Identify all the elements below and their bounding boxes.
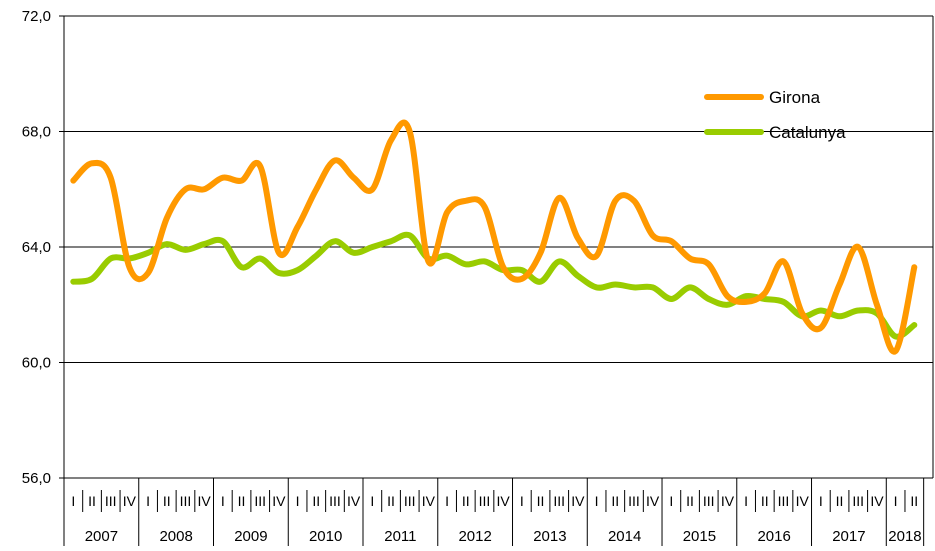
quarter-label: II [387, 493, 395, 509]
quarter-label: II [537, 493, 545, 509]
quarter-label: I [221, 493, 225, 509]
series-layer [70, 119, 918, 355]
quarter-label: II [163, 493, 171, 509]
quarter-label: I [520, 493, 524, 509]
quarter-label: I [595, 493, 599, 509]
year-label: 2014 [608, 528, 641, 545]
quarter-label: III [628, 493, 640, 509]
quarter-label: IV [272, 493, 286, 509]
quarter-label: IV [347, 493, 361, 509]
quarter-label: IV [646, 493, 660, 509]
quarter-label: II [836, 493, 844, 509]
quarter-label: IV [721, 493, 735, 509]
quarter-label: I [71, 493, 75, 509]
quarter-label: III [852, 493, 864, 509]
quarter-label: III [703, 493, 715, 509]
quarter-label: I [370, 493, 374, 509]
year-label: 2016 [757, 528, 790, 545]
year-label: 2010 [309, 528, 342, 545]
quarter-label: III [105, 493, 117, 509]
y-axis: 72,0 68,0 64,0 60,0 56,0 [22, 8, 934, 487]
quarter-label: IV [497, 493, 511, 509]
year-label: 2013 [533, 528, 566, 545]
y-tick-label: 60,0 [22, 355, 51, 372]
quarter-label: II [686, 493, 694, 509]
year-label: 2012 [458, 528, 491, 545]
y-tick-label: 72,0 [22, 8, 51, 25]
quarter-label: I [296, 493, 300, 509]
quarter-label: III [180, 493, 192, 509]
quarter-label: IV [870, 493, 884, 509]
y-tick-label: 56,0 [22, 470, 51, 487]
quarter-label: I [445, 493, 449, 509]
quarter-label: IV [123, 493, 137, 509]
year-label: 2009 [234, 528, 267, 545]
year-label: 2007 [85, 528, 118, 545]
quarter-label: II [462, 493, 470, 509]
year-label: 2017 [832, 528, 865, 545]
year-label: 2011 [384, 528, 416, 545]
quarter-label: III [254, 493, 266, 509]
quarter-label: II [312, 493, 320, 509]
quarter-label: II [238, 493, 246, 509]
quarter-label: I [669, 493, 673, 509]
quarter-label: IV [796, 493, 810, 509]
quarter-label: II [761, 493, 769, 509]
quarter-label: III [479, 493, 491, 509]
year-label: 2008 [159, 528, 192, 545]
quarter-label: III [778, 493, 790, 509]
legend: Girona Catalunya [704, 88, 846, 142]
quarter-label: II [611, 493, 619, 509]
quarter-label: II [910, 493, 918, 509]
y-tick-label: 68,0 [22, 124, 51, 141]
quarter-label: III [329, 493, 341, 509]
quarter-label: IV [422, 493, 436, 509]
quarter-label: IV [198, 493, 212, 509]
year-label: 2018 [888, 528, 921, 545]
quarter-label: I [819, 493, 823, 509]
series-line-catalunya [70, 231, 918, 340]
legend-label-girona: Girona [769, 88, 821, 107]
quarter-label: IV [571, 493, 585, 509]
quarter-label: III [553, 493, 565, 509]
legend-label-catalunya: Catalunya [769, 123, 846, 142]
quarter-label: III [404, 493, 416, 509]
quarter-label: II [88, 493, 96, 509]
quarter-label: I [146, 493, 150, 509]
quarter-label: I [744, 493, 748, 509]
quarter-label: I [894, 493, 898, 509]
y-tick-label: 64,0 [22, 239, 51, 256]
series-line-girona [70, 119, 918, 355]
year-label: 2015 [683, 528, 716, 545]
